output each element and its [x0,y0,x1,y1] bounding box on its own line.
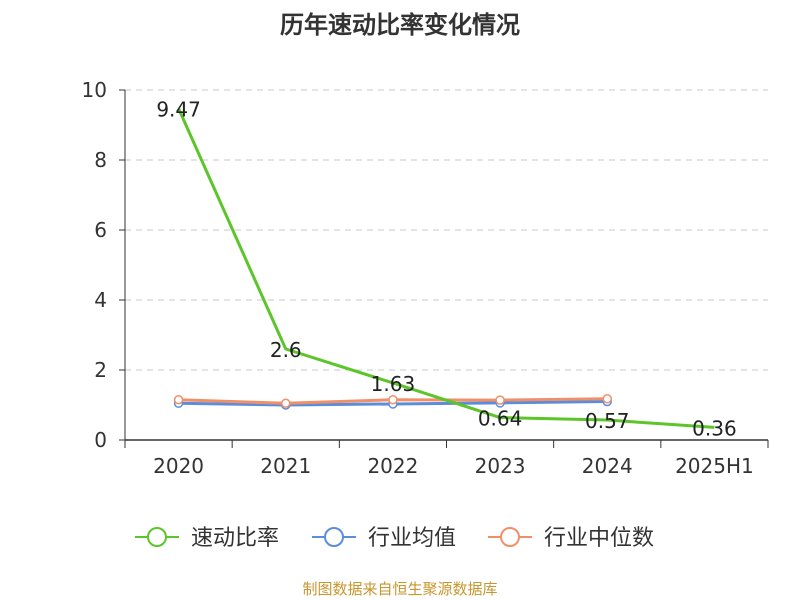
data-labels: 9.47 2.6 1.63 0.64 0.57 0.36 [156,98,736,441]
y-tick-label: 4 [94,288,107,312]
y-tick-label: 10 [82,78,107,102]
data-label: 0.64 [478,407,523,431]
grid-lines [125,89,768,371]
data-label: 1.63 [371,372,416,396]
data-label: 2.6 [270,338,302,362]
data-point [173,395,184,405]
legend-marker-icon [324,527,344,547]
legend-marker-icon [500,527,520,547]
x-tick-label: 2021 [260,454,311,478]
legend-item-1[interactable]: 行业均值 [312,526,456,551]
legend-label: 行业中位数 [544,526,654,551]
legend-marker-icon [147,527,167,547]
data-label: 0.57 [585,409,630,433]
series-line-0 [177,107,715,429]
data-label: 0.36 [692,416,737,440]
axes: 0 2 4 6 8 10 2020 2021 2022 2023 2024 2025H1 [82,78,769,478]
chart-title: 历年速动比率变化情况 [280,11,520,39]
data-point [495,395,505,405]
legend-label: 行业均值 [368,526,456,551]
legend[interactable]: 速动比率 行业均值 行业中位数 [135,526,654,551]
x-tick-label: 2023 [475,454,526,478]
legend-label: 速动比率 [191,526,279,551]
series-lines [173,107,715,429]
legend-item-0[interactable]: 速动比率 [135,526,279,551]
x-tick-label: 2024 [582,454,633,478]
x-tick-label: 2022 [367,454,418,478]
data-point [602,393,612,404]
data-point [388,395,398,405]
y-tick-label: 8 [94,148,107,172]
data-label: 9.47 [156,98,201,122]
x-tick-label: 2020 [153,454,204,478]
data-point [281,398,291,408]
x-tick-label: 2025H1 [675,454,754,478]
y-tick-label: 0 [94,428,107,452]
source-footer: 制图数据来自恒生聚源数据库 [302,580,498,598]
y-tick-label: 6 [94,218,107,242]
legend-item-2[interactable]: 行业中位数 [488,526,654,551]
y-tick-label: 2 [94,358,107,382]
